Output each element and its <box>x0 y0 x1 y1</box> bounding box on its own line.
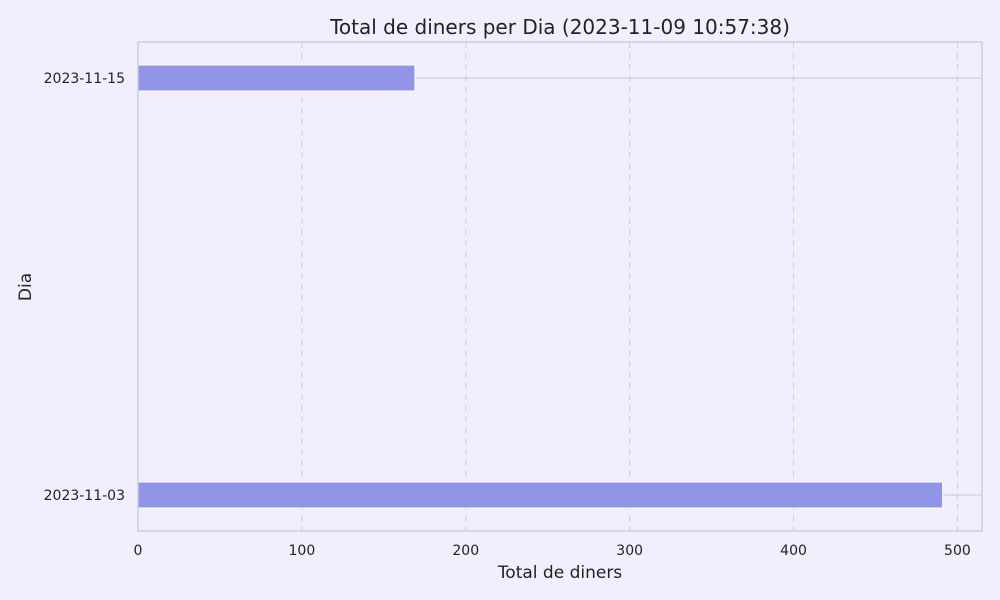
x-tick-label-100: 100 <box>289 543 316 559</box>
chart-title: Total de diners per Dia (2023-11-09 10:5… <box>329 15 790 39</box>
x-tick-label-300: 300 <box>616 543 643 559</box>
bar-2023-11-03 <box>137 481 944 509</box>
x-tick-label-500: 500 <box>944 543 971 559</box>
y-tick-label-2023-11-15: 2023-11-15 <box>44 71 125 87</box>
tick-labels: 0 100 200 300 400 500 2023-11-03 2023-11-15 <box>44 71 971 559</box>
x-tick-label-400: 400 <box>780 543 807 559</box>
bar-2023-11-15 <box>137 64 416 92</box>
plot-area <box>138 42 982 531</box>
y-axis-label: Dia <box>16 273 36 301</box>
y-tick-label-2023-11-03: 2023-11-03 <box>44 488 125 504</box>
x-tick-label-200: 200 <box>452 543 479 559</box>
plot-frame <box>137 41 983 532</box>
x-tick-label-0: 0 <box>134 543 143 559</box>
x-axis-label: Total de diners <box>497 563 622 583</box>
